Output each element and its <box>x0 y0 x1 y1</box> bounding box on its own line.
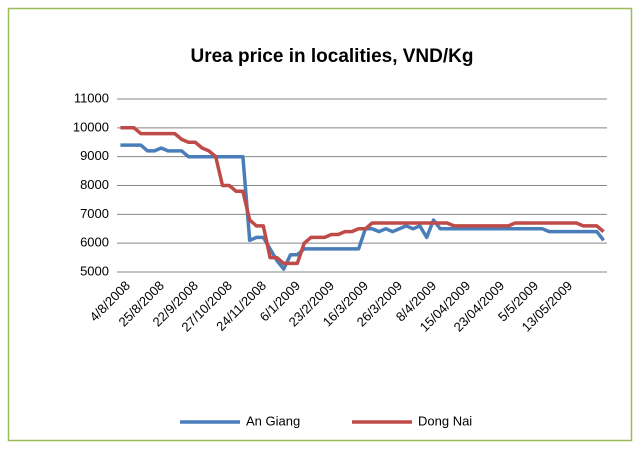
series-line <box>120 126 605 266</box>
series-line <box>120 143 605 271</box>
y-tick-label: 7000 <box>80 206 109 221</box>
y-tick-label: 11000 <box>74 90 109 105</box>
y-tick-label: 8000 <box>80 177 109 192</box>
chart-title: Urea price in localities, VND/Kg <box>191 46 474 67</box>
legend-label: Dong Nai <box>418 413 472 428</box>
y-tick-label: 9000 <box>80 148 109 163</box>
y-tick-label: 5000 <box>80 263 109 278</box>
y-tick-label: 6000 <box>80 235 109 250</box>
legend-label: An Giang <box>246 413 300 428</box>
y-tick-label: 10000 <box>73 119 109 134</box>
